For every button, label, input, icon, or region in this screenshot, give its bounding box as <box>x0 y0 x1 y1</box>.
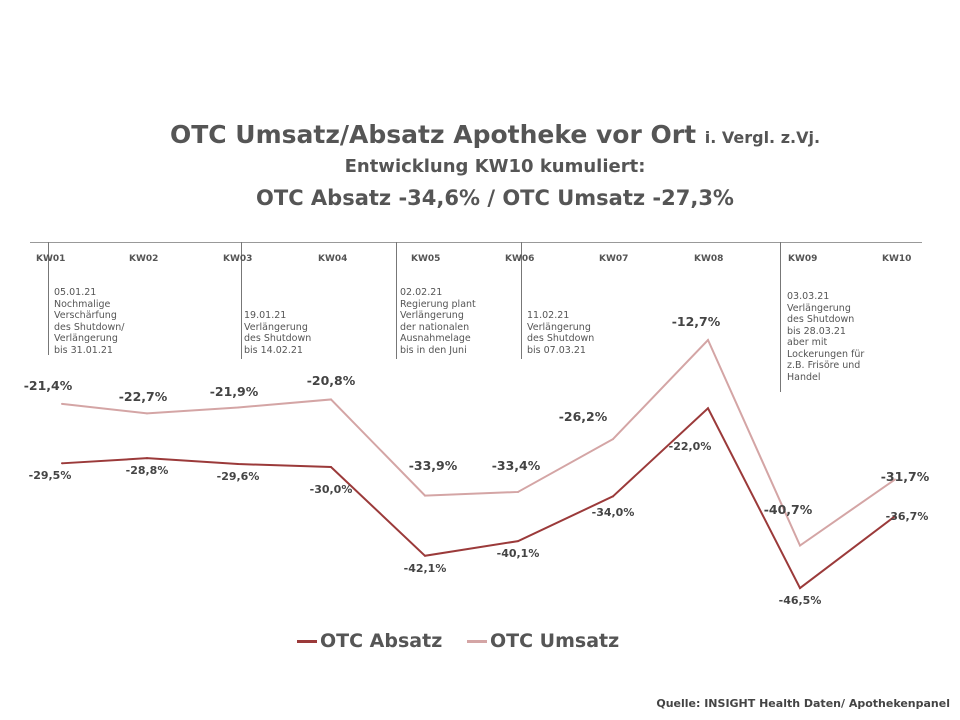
chart-title: OTC Umsatz/Absatz Apotheke vor Ort i. Ve… <box>169 120 821 149</box>
chart-subtitle-2: OTC Absatz -34,6% / OTC Umsatz -27,3% <box>256 186 734 210</box>
data-point <box>517 540 519 543</box>
data-point <box>61 462 63 465</box>
x-tick-label: KW04 <box>318 254 348 264</box>
x-tick-label: KW05 <box>411 254 441 264</box>
data-point <box>799 544 801 547</box>
annotation-3: 02.02.21 Regierung plant Verlängerung de… <box>400 287 476 356</box>
data-label: -42,1% <box>403 561 447 575</box>
data-label: -28,8% <box>125 464 169 478</box>
annotation-divider <box>780 242 781 392</box>
data-label: -26,2% <box>558 409 608 425</box>
series-line-umsatz <box>61 338 896 548</box>
data-point <box>612 438 614 441</box>
legend-swatch <box>297 639 317 643</box>
legend-item-umsatz: OTC Umsatz <box>467 630 619 652</box>
data-point <box>424 554 426 557</box>
legend-label: OTC Umsatz <box>490 630 620 652</box>
annotation-5: 03.03.21 Verlängerung des Shutdown bis 2… <box>787 291 865 383</box>
data-label: -36,7% <box>885 510 929 524</box>
data-label: -21,9% <box>209 383 259 399</box>
title-suffix: i. Vergl. z.Vj. <box>704 128 821 147</box>
series-line-absatz <box>61 406 896 590</box>
x-tick-label: KW08 <box>694 254 724 264</box>
data-label: -29,5% <box>28 469 72 483</box>
x-tick-label: KW06 <box>505 254 535 264</box>
data-label: -46,5% <box>778 594 822 608</box>
data-label: -33,4% <box>491 457 541 473</box>
data-point <box>894 478 896 481</box>
data-label: -21,4% <box>23 377 73 393</box>
data-point <box>517 490 519 493</box>
data-label: -31,7% <box>880 469 930 485</box>
data-point <box>146 412 148 415</box>
data-label: -22,7% <box>118 389 168 405</box>
annotation-divider <box>241 242 242 359</box>
data-label: -40,7% <box>763 501 813 517</box>
data-point <box>707 339 709 341</box>
data-label: -40,1% <box>496 547 540 561</box>
annotation-divider <box>396 242 397 359</box>
data-label: -20,8% <box>306 373 356 389</box>
legend-label: OTC Absatz <box>320 630 443 652</box>
x-tick-label: KW01 <box>36 254 66 264</box>
x-tick-label: KW03 <box>223 254 253 264</box>
annotation-divider <box>48 242 49 355</box>
x-tick-label: KW02 <box>129 254 159 264</box>
data-label: -34,0% <box>591 506 635 520</box>
data-point <box>894 515 896 518</box>
x-tick-label: KW09 <box>788 254 818 264</box>
x-tick-label: KW07 <box>599 254 629 264</box>
annotation-2: 19.01.21 Verlängerung des Shutdown bis 1… <box>244 310 312 356</box>
annotation-1: 05.01.21 Nochmalige Verschärfung des Shu… <box>54 287 125 356</box>
annotation-divider <box>521 242 522 359</box>
legend-item-absatz: OTC Absatz <box>297 630 442 652</box>
legend-swatch <box>467 639 487 643</box>
data-point <box>424 494 426 497</box>
data-label: -12,7% <box>671 314 721 329</box>
x-tick-label: KW10 <box>882 254 912 264</box>
data-point <box>237 406 239 409</box>
chart-subtitle-1: Entwicklung KW10 kumuliert: <box>344 156 646 177</box>
data-point <box>799 587 801 590</box>
data-point <box>330 398 332 401</box>
data-label: -30,0% <box>309 482 353 496</box>
top-axis-line <box>30 242 922 243</box>
source-note: Quelle: INSIGHT Health Daten/ Apothekenp… <box>656 697 950 710</box>
data-point <box>330 465 332 468</box>
data-label: -33,9% <box>408 457 458 473</box>
data-label: -29,6% <box>216 470 260 484</box>
data-label: -22,0% <box>668 440 712 454</box>
data-point <box>612 495 614 498</box>
data-point <box>146 457 148 460</box>
data-point <box>707 407 709 410</box>
data-point <box>237 463 239 466</box>
data-point <box>61 402 63 405</box>
annotation-4: 11.02.21 Verlängerung des Shutdown bis 0… <box>527 310 595 356</box>
